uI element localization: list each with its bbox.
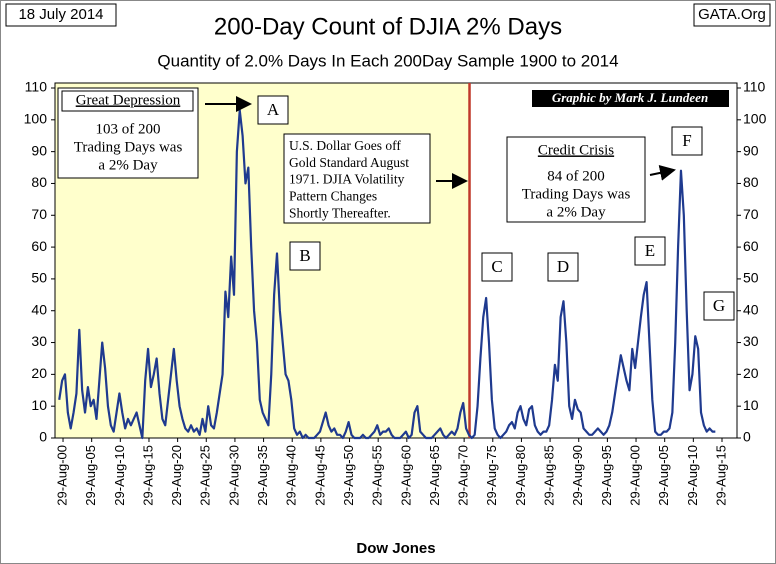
marker-label: C — [491, 257, 502, 276]
x-tick-label: 29-Aug-85 — [542, 445, 557, 506]
marker-label: B — [299, 246, 310, 265]
marker-box — [257, 95, 289, 125]
y-tick-label: 40 — [31, 301, 47, 317]
chart-subtitle: Quantity of 2.0% Days In Each 200Day Sam… — [157, 51, 618, 70]
marker-box — [289, 241, 321, 271]
marker-box — [671, 126, 703, 156]
data-line — [58, 109, 716, 440]
credit: Graphic by Mark J. Lundeen — [552, 90, 708, 105]
y-tick-label: 50 — [31, 270, 47, 286]
date: 18 July 2014 — [18, 6, 103, 23]
x-tick-label: 29-Aug-20 — [169, 445, 184, 506]
date-box — [5, 3, 117, 27]
annotation-line: Gold Standard August — [289, 155, 409, 170]
x-tick-label: 29-Aug-15 — [713, 445, 728, 506]
x-tick-label: 29-Aug-50 — [341, 445, 356, 506]
x-tick-label: 29-Aug-45 — [312, 445, 327, 506]
annotation-line: Trading Days was — [74, 139, 183, 155]
y2-tick-label: 100 — [743, 111, 767, 127]
annotation-line: 84 of 200 — [547, 168, 605, 184]
x-tick-label: 29-Aug-95 — [599, 445, 614, 506]
chart-title: 200-Day Count of DJIA 2% Days — [214, 13, 562, 40]
y-tick-label: 20 — [31, 365, 47, 381]
x-tick-label: 29-Aug-80 — [513, 445, 528, 506]
x-tick-label: 29-Aug-40 — [284, 445, 299, 506]
x-tick-label: 29-Aug-15 — [140, 445, 155, 506]
marker-box — [481, 252, 513, 282]
y2-tick-label: 0 — [743, 429, 751, 445]
marker-label: F — [682, 131, 691, 150]
y-tick-label: 0 — [39, 429, 47, 445]
x-tick-label: 29-Aug-75 — [484, 445, 499, 506]
annotation-box — [506, 136, 646, 223]
annotation-line: Pattern Changes — [289, 188, 377, 203]
source: GATA.Org — [698, 6, 766, 23]
marker-box — [547, 252, 579, 282]
y-tick-label: 70 — [31, 206, 47, 222]
y-tick-label: 100 — [24, 111, 48, 127]
x-tick-label: 29-Aug-70 — [456, 445, 471, 506]
arrow — [649, 165, 676, 181]
annotation-line: U.S. Dollar Goes off — [289, 138, 401, 153]
marker-label: G — [713, 296, 725, 315]
annotation-title: Great Depression — [76, 92, 181, 108]
annotation-box — [283, 133, 431, 224]
marker-label: D — [557, 257, 569, 276]
y2-tick-label: 110 — [743, 79, 766, 95]
y-tick-label: 60 — [31, 238, 47, 254]
x-tick-label: 29-Aug-30 — [226, 445, 241, 506]
marker-label: E — [645, 241, 655, 260]
marker-box — [634, 236, 666, 266]
x-tick-label: 29-Aug-90 — [570, 445, 585, 506]
x-tick-label: 29-Aug-25 — [198, 445, 213, 506]
y2-tick-label: 40 — [743, 301, 759, 317]
x-tick-label: 29-Aug-05 — [83, 445, 98, 506]
x-tick-label: 29-Aug-10 — [685, 445, 700, 506]
x-tick-label: 29-Aug-35 — [255, 445, 270, 506]
y2-tick-label: 30 — [743, 333, 759, 349]
annotation-line: Shortly Thereafter. — [289, 205, 391, 220]
annotation-line: 1971. DJIA Volatility — [289, 172, 405, 187]
x-tick-label: 29-Aug-05 — [656, 445, 671, 506]
y-tick-label: 90 — [31, 142, 47, 158]
y2-tick-label: 70 — [743, 206, 759, 222]
annotation-line: 103 of 200 — [96, 121, 161, 137]
x-tick-label: 29-Aug-55 — [370, 445, 385, 506]
annotation-title: Credit Crisis — [538, 142, 614, 158]
annotation-title-box — [61, 90, 194, 112]
x-tick-label: 29-Aug-00 — [627, 445, 642, 506]
x-tick-label: 29-Aug-00 — [54, 445, 69, 506]
y2-tick-label: 20 — [743, 365, 759, 381]
y2-tick-label: 60 — [743, 238, 759, 254]
y2-tick-label: 50 — [743, 270, 759, 286]
y2-tick-label: 80 — [743, 174, 759, 190]
y-tick-label: 80 — [31, 174, 47, 190]
annotation-line: a 2% Day — [98, 157, 158, 173]
marker-label: A — [267, 100, 280, 119]
y-tick-label: 10 — [31, 397, 47, 413]
annotation-line: a 2% Day — [546, 204, 606, 220]
x-axis-title: Dow Jones — [356, 540, 435, 557]
x-tick-label: 29-Aug-10 — [112, 445, 127, 506]
annotation-line: Trading Days was — [522, 186, 631, 202]
credit-box — [532, 90, 729, 107]
y2-tick-label: 90 — [743, 142, 759, 158]
y-tick-label: 110 — [25, 79, 48, 95]
x-tick-label: 29-Aug-60 — [398, 445, 413, 506]
marker-box — [703, 291, 735, 321]
source-box — [693, 3, 771, 27]
x-tick-label: 29-Aug-65 — [427, 445, 442, 506]
y-tick-label: 30 — [31, 333, 47, 349]
y2-tick-label: 10 — [743, 397, 759, 413]
